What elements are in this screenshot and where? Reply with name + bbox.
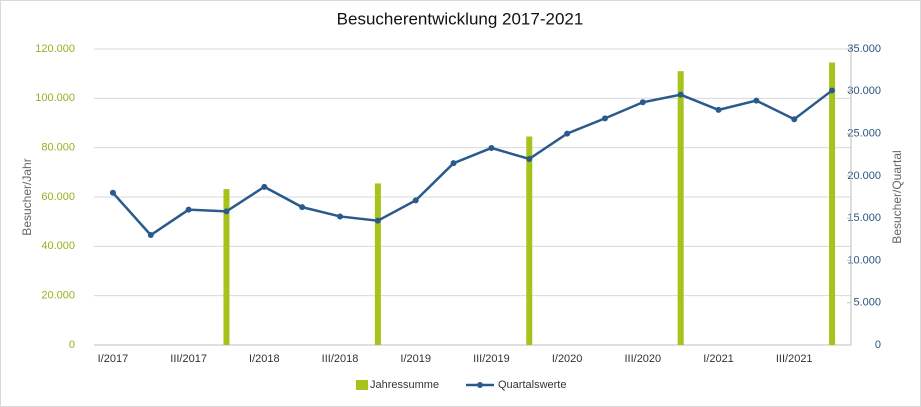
legend-label: Jahressumme [370, 379, 439, 391]
marker [374, 217, 381, 224]
marker [715, 106, 722, 113]
marker [791, 116, 798, 123]
y2-tick-label: 20.000 [847, 170, 881, 182]
x-tick-label: III/2021 [776, 353, 813, 365]
y-axis-label: Besucher/Jahr [20, 158, 34, 235]
x-tick-label: I/2021 [703, 353, 734, 365]
y-tick-label: 20.000 [41, 290, 75, 302]
y2-tick-label: 15.000 [847, 212, 881, 224]
y-tick-label: 100.000 [35, 92, 75, 104]
chart-title: Besucherentwicklung 2017-2021 [337, 9, 584, 28]
bar [374, 183, 381, 345]
marker [299, 204, 306, 211]
marker [564, 130, 571, 137]
y2-tick-label: 10.000 [847, 254, 881, 266]
bar [829, 62, 836, 346]
x-tick-label: III/2017 [170, 353, 207, 365]
x-tick-label: I/2018 [249, 353, 280, 365]
bar [677, 71, 684, 345]
y-tick-label: 40.000 [41, 240, 75, 252]
marker [412, 197, 419, 204]
marker [147, 232, 154, 239]
marker [261, 183, 268, 190]
bar [526, 136, 533, 345]
y2-tick-label: 5.000 [853, 297, 881, 309]
marker [185, 206, 192, 213]
y-tick-label: 0 [69, 339, 75, 351]
marker [677, 91, 684, 98]
marker [488, 144, 495, 151]
marker [753, 97, 760, 104]
bar [223, 189, 230, 345]
y-tick-label: 60.000 [41, 191, 75, 203]
y-tick-label: 80.000 [41, 142, 75, 154]
x-tick-label: III/2020 [624, 353, 661, 365]
x-tick-label: I/2019 [400, 353, 431, 365]
line [111, 89, 833, 237]
x-tick-label: I/2017 [98, 353, 129, 365]
x-tick-label: III/2018 [322, 353, 359, 365]
marker [337, 213, 344, 220]
marker [639, 99, 646, 106]
y2-tick-label: 25.000 [847, 127, 881, 139]
y2-tick-label: 35.000 [847, 43, 881, 55]
legend-swatch [477, 382, 483, 388]
marker [829, 87, 836, 94]
y-tick-label: 120.000 [35, 43, 75, 55]
marker [526, 155, 533, 162]
marker [109, 189, 116, 196]
x-tick-label: I/2020 [552, 353, 583, 365]
x-tick-label: III/2019 [473, 353, 510, 365]
y2-axis-label: Besucher/Quartal [890, 150, 904, 243]
marker [450, 160, 457, 167]
marker [223, 208, 230, 215]
legend-label: Quartalswerte [498, 379, 566, 391]
y2-tick-label: 30.000 [847, 85, 881, 97]
y2-tick-label: 0 [875, 339, 881, 351]
legend-swatch [356, 380, 368, 390]
marker [601, 115, 608, 122]
